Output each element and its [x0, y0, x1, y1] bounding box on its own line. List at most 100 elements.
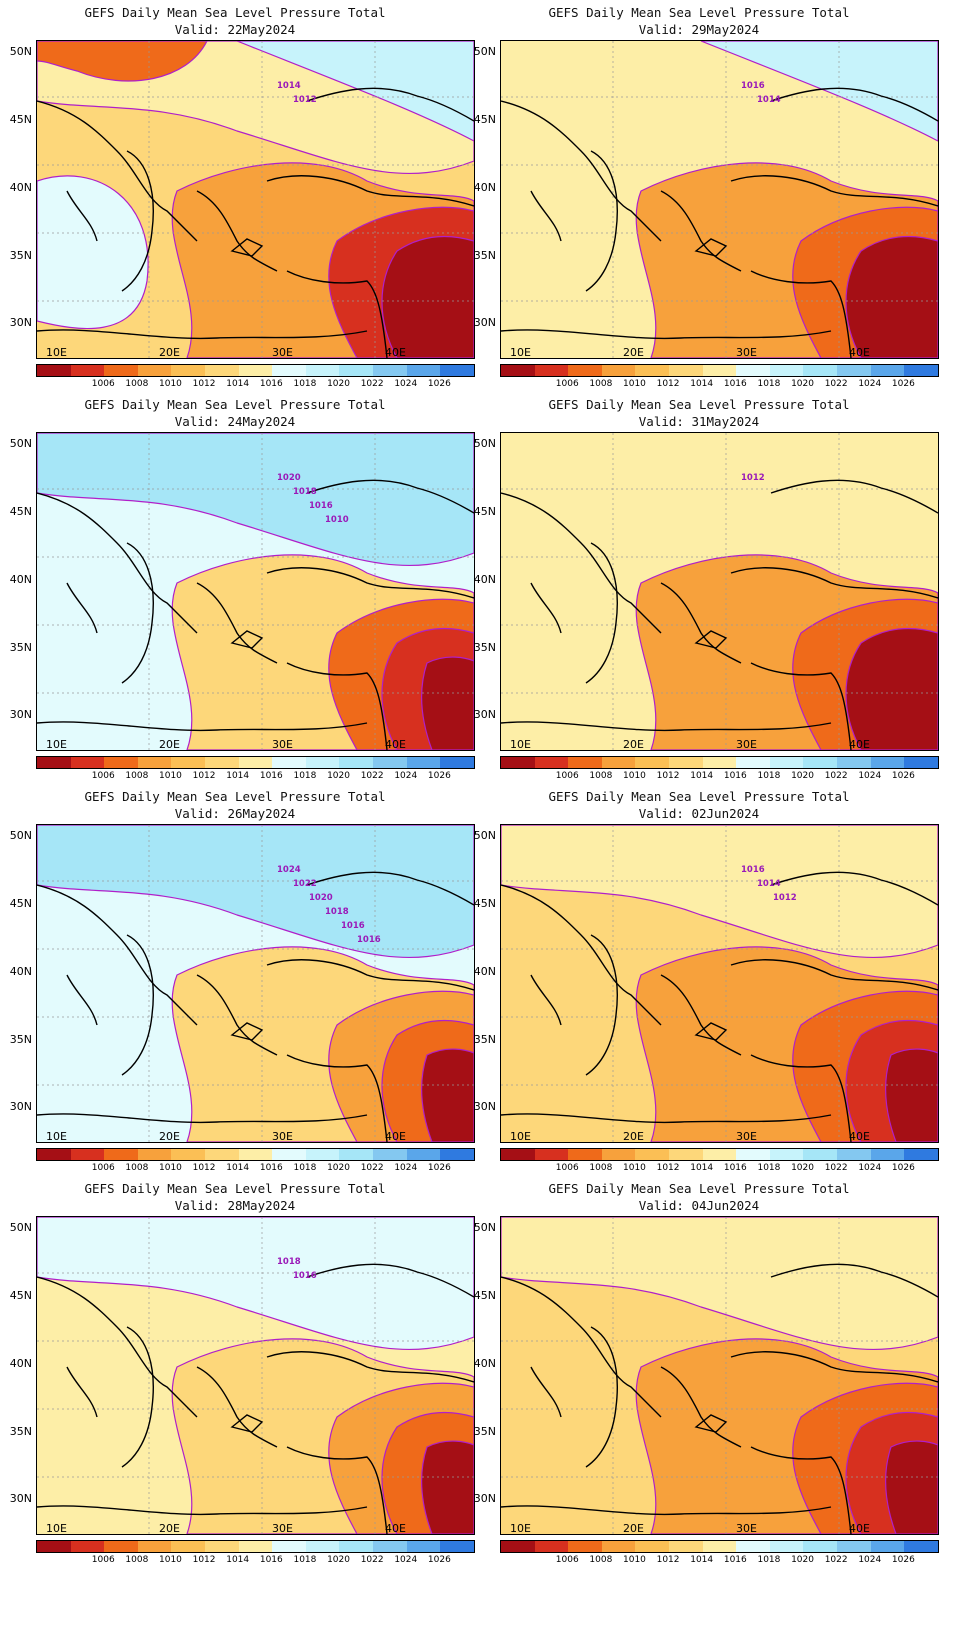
coastline [501, 1505, 832, 1516]
map-panel: GEFS Daily Mean Sea Level Pressure Total… [0, 0, 475, 410]
latitude-label: 50N [9, 829, 32, 842]
colorbar-label: 1006 [555, 1555, 579, 1565]
latitude-label: 50N [9, 437, 32, 450]
panel-valid-date: Valid: 22May2024 [174, 22, 296, 37]
colorbar-swatch [702, 757, 737, 768]
pressure-map: 1020 1018 1016 1010 [36, 432, 475, 751]
map-svg [37, 825, 474, 1142]
coastline [660, 974, 742, 1056]
colorbar-label: 1022 [824, 379, 848, 389]
colorbar-label: 1022 [360, 771, 384, 781]
pressure-region [236, 41, 474, 142]
colorbar-label: 1012 [656, 379, 680, 389]
panel-valid-date: Valid: 26May2024 [174, 806, 296, 821]
colorbar-swatch [70, 365, 105, 376]
pressure-region [420, 1440, 474, 1534]
colorbar-swatch [272, 1541, 306, 1552]
pressure-map [500, 1216, 939, 1535]
coastline [230, 238, 264, 257]
longitude-label: 10E [46, 1130, 67, 1143]
coastline [196, 582, 278, 664]
coastline [66, 582, 98, 634]
coastline [37, 1113, 368, 1124]
coastline [770, 871, 938, 906]
contour-label: 1016 [741, 865, 765, 875]
colorbar-swatch [104, 1149, 138, 1160]
colorbar-label: 1022 [824, 771, 848, 781]
colorbar-swatch [440, 365, 474, 376]
map-panel: GEFS Daily Mean Sea Level Pressure Total… [464, 784, 939, 1194]
coastline [286, 1446, 388, 1534]
panel-title: GEFS Daily Mean Sea Level Pressure Total [84, 789, 386, 804]
colorbar-label: 1010 [159, 379, 182, 389]
colorbar-label: 1018 [757, 771, 781, 781]
colorbar-label: 1022 [360, 1163, 384, 1173]
colorbar-swatch [238, 757, 273, 768]
latitude-label: 30N [473, 708, 496, 721]
colorbar-swatch [373, 757, 407, 768]
pressure-map: 1024 1022 1020 1018 1016 1016 [36, 824, 475, 1143]
colorbar [36, 1540, 475, 1553]
colorbar-label: 1006 [555, 1163, 579, 1173]
pressure-region [37, 433, 474, 566]
colorbar-label: 1012 [192, 1163, 216, 1173]
latitude-label: 50N [473, 1221, 496, 1234]
coastline [660, 582, 742, 664]
colorbar-label: 1024 [858, 379, 882, 389]
colorbar-swatch [870, 365, 905, 376]
colorbar-swatch [137, 365, 172, 376]
coastline [501, 1113, 832, 1124]
map-svg [37, 41, 474, 358]
colorbar-swatch [373, 1149, 407, 1160]
map-panel: GEFS Daily Mean Sea Level Pressure Total… [0, 784, 475, 1194]
coastline [501, 721, 832, 732]
colorbar-label: 1026 [891, 1555, 915, 1565]
colorbar-label: 1026 [891, 771, 915, 781]
coastline [306, 87, 474, 122]
colorbar-swatch [440, 1541, 474, 1552]
coastline [585, 1326, 618, 1468]
latitude-label: 50N [9, 1221, 32, 1234]
colorbar-swatch [205, 365, 239, 376]
colorbar-label: 1008 [125, 1555, 149, 1565]
colorbar-swatch [803, 1541, 838, 1552]
coastline [66, 974, 98, 1026]
latitude-label: 40N [9, 573, 32, 586]
panel-title: GEFS Daily Mean Sea Level Pressure Total [548, 1181, 850, 1196]
coastline [121, 150, 154, 292]
pressure-region [700, 41, 938, 142]
latitude-label: 40N [473, 181, 496, 194]
coastline [37, 1276, 198, 1418]
coastline [37, 1505, 368, 1516]
colorbar-swatch [837, 1541, 871, 1552]
colorbar-label: 1012 [192, 379, 216, 389]
map-svg [501, 1217, 938, 1534]
latitude-label: 45N [9, 897, 32, 910]
colorbar-swatch [440, 1149, 474, 1160]
coastline [196, 1366, 278, 1448]
map-svg [501, 41, 938, 358]
colorbar-swatch [568, 757, 602, 768]
colorbar-label: 1014 [226, 1163, 250, 1173]
colorbar-label: 1020 [791, 1555, 814, 1565]
colorbar-swatch [37, 365, 71, 376]
longitude-label: 30E [736, 738, 757, 751]
coastline [750, 270, 852, 358]
colorbar-label: 1014 [690, 379, 714, 389]
longitude-label: 40E [385, 1522, 406, 1535]
coastline [266, 1351, 474, 1383]
colorbar-swatch [305, 757, 340, 768]
colorbar-swatch [635, 1541, 670, 1552]
latitude-label: 45N [9, 1289, 32, 1302]
colorbar-label: 1012 [192, 771, 216, 781]
coastline [121, 1326, 154, 1468]
colorbar-swatch [870, 1149, 905, 1160]
colorbar-label: 1016 [723, 1555, 747, 1565]
colorbar-label: 1024 [394, 1163, 418, 1173]
colorbar-label: 1016 [259, 379, 283, 389]
contour-label: 1014 [757, 879, 781, 889]
contour-label: 1016 [341, 921, 365, 931]
coastline [286, 270, 388, 358]
coastline [770, 87, 938, 122]
colorbar-label: 1024 [394, 1555, 418, 1565]
